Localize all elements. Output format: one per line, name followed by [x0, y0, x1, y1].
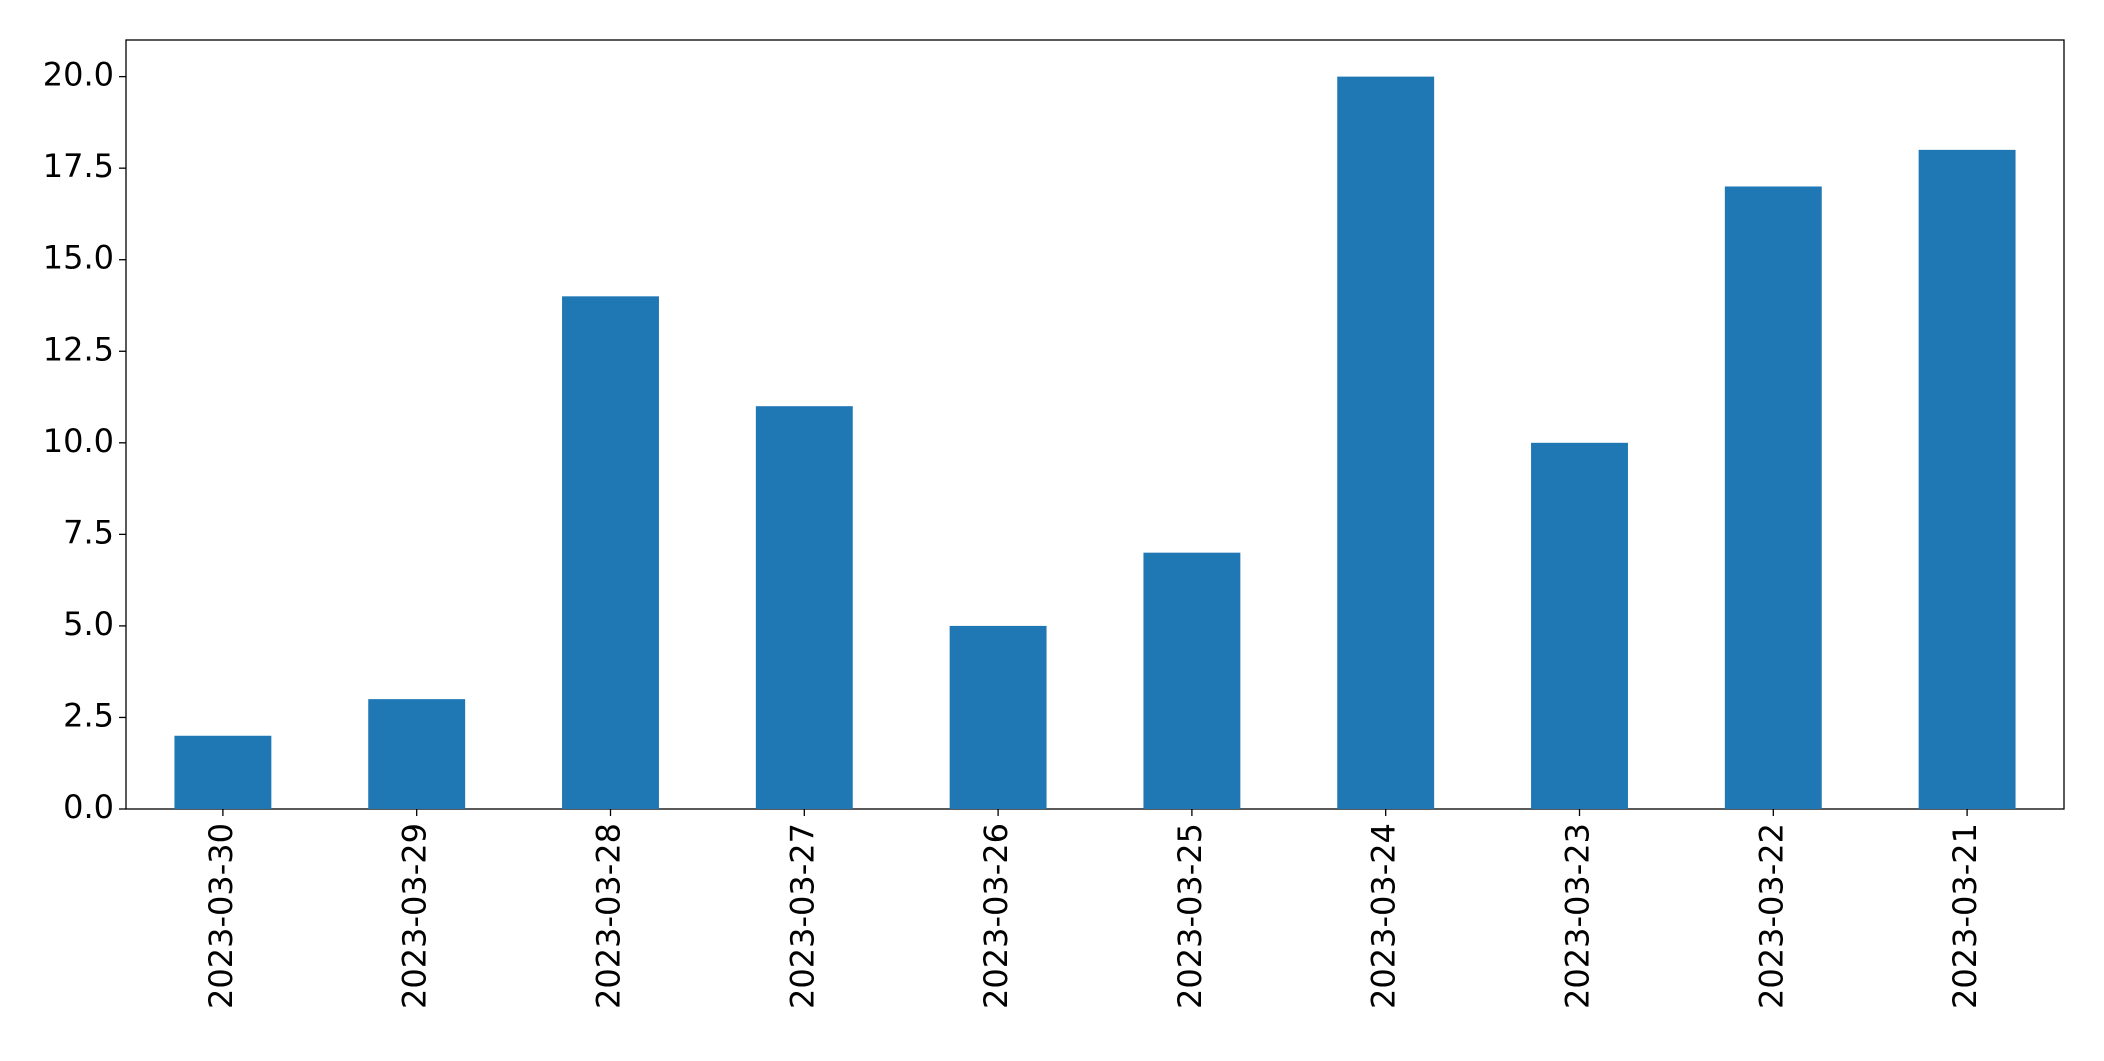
y-tick-label: 2.5 — [63, 696, 114, 734]
bar — [1143, 552, 1241, 809]
x-tick-label: 2023-03-27 — [783, 823, 821, 1009]
y-tick-label: 0.0 — [63, 788, 114, 826]
y-tick-label: 17.5 — [43, 147, 114, 185]
bar — [1337, 76, 1435, 810]
x-tick-label: 2023-03-30 — [202, 823, 240, 1009]
x-tick-label: 2023-03-24 — [1365, 823, 1403, 1009]
bar — [562, 296, 659, 809]
bar — [949, 625, 1047, 809]
bar — [368, 699, 466, 809]
y-tick-label: 15.0 — [43, 239, 114, 277]
bar — [1724, 186, 1822, 809]
y-tick-label: 7.5 — [63, 513, 114, 551]
x-tick-label: 2023-03-21 — [1946, 823, 1984, 1009]
bar — [755, 406, 853, 809]
bar — [1531, 442, 1628, 809]
x-tick-label: 2023-03-26 — [977, 823, 1015, 1009]
x-tick-label: 2023-03-22 — [1752, 823, 1790, 1009]
x-tick-label: 2023-03-25 — [1171, 823, 1209, 1009]
y-tick-label: 5.0 — [63, 605, 114, 643]
y-tick-label: 12.5 — [43, 330, 114, 368]
x-tick-label: 2023-03-28 — [590, 823, 628, 1009]
y-tick-label: 20.0 — [43, 56, 114, 94]
y-tick-label: 10.0 — [43, 422, 114, 460]
x-tick-label: 2023-03-29 — [396, 823, 434, 1009]
bar — [174, 735, 272, 809]
x-tick-label: 2023-03-23 — [1559, 823, 1597, 1009]
bar — [1918, 149, 2016, 809]
axes-frame — [125, 39, 2065, 810]
